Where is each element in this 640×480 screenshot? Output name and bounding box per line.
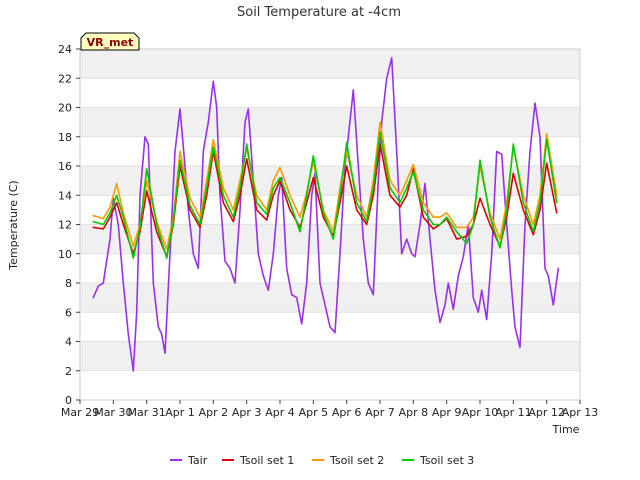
y-tick-label: 16 <box>58 160 72 173</box>
x-tick-label: Apr 3 <box>232 406 262 419</box>
x-tick-label: Apr 5 <box>299 406 329 419</box>
y-tick-label: 22 <box>58 72 72 85</box>
grid-band <box>80 107 580 137</box>
station-badge: VR_met <box>80 32 140 51</box>
legend-label: Tair <box>187 454 208 467</box>
grid-band <box>80 283 580 313</box>
station-badge-label: VR_met <box>87 36 134 49</box>
grid-band <box>80 166 580 196</box>
chart-title: Soil Temperature at -4cm <box>237 5 401 20</box>
y-tick-label: 8 <box>65 277 72 290</box>
x-tick-label: Apr 9 <box>432 406 462 419</box>
y-tick-label: 4 <box>65 336 72 349</box>
x-tick-label: Apr 6 <box>332 406 362 419</box>
y-tick-label: 0 <box>65 394 72 407</box>
grid-band <box>80 49 580 79</box>
x-tick-label: Mar 31 <box>128 406 166 419</box>
x-tick-label: Apr 1 <box>165 406 195 419</box>
legend: Tair Tsoil set 1 Tsoil set 2 Tsoil set 3 <box>170 454 474 467</box>
x-tick-label: Mar 29 <box>61 406 99 419</box>
x-tick-label: Apr 2 <box>199 406 229 419</box>
x-tick-label: Mar 30 <box>94 406 132 419</box>
legend-label: Tsoil set 1 <box>239 454 294 467</box>
y-tick-label: 10 <box>58 248 72 261</box>
background-bands <box>80 49 580 371</box>
y-tick-label: 20 <box>58 102 72 115</box>
series-layer <box>92 56 560 372</box>
y-tick-label: 2 <box>65 365 72 378</box>
legend-label: Tsoil set 2 <box>329 454 384 467</box>
series-line-tsoil-set-3 <box>92 131 558 259</box>
grid-band <box>80 341 580 371</box>
x-tick-label: Apr 11 <box>495 406 532 419</box>
y-tick-label: 12 <box>58 219 72 232</box>
series-line-tair <box>92 56 560 372</box>
x-tick-label: Apr 7 <box>365 406 395 419</box>
x-tick-label: Apr 8 <box>399 406 429 419</box>
x-tick-label: Apr 12 <box>528 406 565 419</box>
x-tick-label: Apr 4 <box>265 406 295 419</box>
x-tick-label: Apr 13 <box>562 406 599 419</box>
x-tick-label: Apr 10 <box>462 406 499 419</box>
y-tick-label: 24 <box>58 43 72 56</box>
y-tick-label: 14 <box>58 189 72 202</box>
y-tick-label: 18 <box>58 131 72 144</box>
x-axis-title: Time <box>552 423 580 436</box>
y-tick-label: 6 <box>65 306 72 319</box>
legend-label: Tsoil set 3 <box>419 454 474 467</box>
y-axis-title: Temperature (C) <box>7 180 20 270</box>
